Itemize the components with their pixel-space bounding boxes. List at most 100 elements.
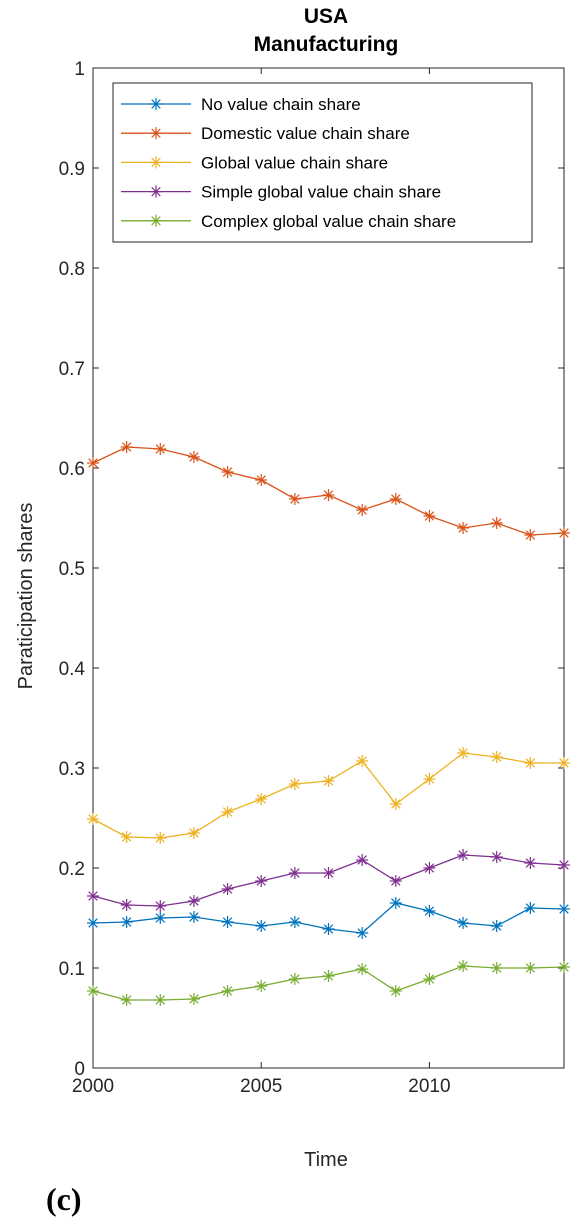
y-tick-label: 0.5 bbox=[59, 559, 85, 580]
legend-label-1: Domestic value chain share bbox=[201, 124, 410, 143]
data-point-series-3 bbox=[389, 875, 402, 887]
marker-stroke bbox=[357, 756, 367, 766]
marker-stroke bbox=[357, 964, 367, 974]
legend-marker-3 bbox=[150, 185, 162, 198]
marker-stroke bbox=[256, 876, 266, 886]
marker-stroke bbox=[458, 748, 468, 758]
marker-stroke bbox=[559, 904, 569, 914]
marker-stroke bbox=[155, 444, 166, 454]
y-tick-label: 0.1 bbox=[59, 959, 85, 980]
panel-label: (c) bbox=[46, 1181, 82, 1217]
marker-stroke bbox=[525, 758, 536, 768]
marker-stroke bbox=[323, 924, 334, 934]
marker-stroke bbox=[559, 860, 569, 870]
data-point-series-0 bbox=[356, 927, 369, 939]
marker-stroke bbox=[525, 858, 536, 868]
data-point-series-2 bbox=[490, 751, 503, 763]
data-point-series-2 bbox=[457, 747, 470, 759]
marker-stroke bbox=[357, 928, 367, 938]
data-point-series-3 bbox=[187, 895, 200, 907]
marker-stroke bbox=[256, 475, 266, 485]
marker-stroke bbox=[256, 981, 266, 991]
data-point-series-3 bbox=[120, 899, 133, 911]
data-point-series-4 bbox=[423, 973, 436, 985]
marker-stroke bbox=[151, 128, 161, 138]
data-point-series-1 bbox=[524, 529, 537, 541]
data-point-series-1 bbox=[288, 493, 301, 505]
data-point-series-1 bbox=[154, 443, 167, 455]
marker-stroke bbox=[559, 528, 569, 538]
marker-stroke bbox=[151, 216, 161, 226]
data-point-series-4 bbox=[255, 980, 268, 992]
marker-stroke bbox=[222, 917, 233, 927]
x-tick-label: 2005 bbox=[240, 1076, 282, 1097]
data-point-series-4 bbox=[187, 993, 200, 1005]
marker-stroke bbox=[525, 530, 536, 540]
marker-stroke bbox=[189, 896, 199, 906]
marker-stroke bbox=[424, 774, 435, 784]
data-point-series-4 bbox=[389, 985, 402, 997]
data-point-series-4 bbox=[490, 962, 503, 974]
marker-stroke bbox=[88, 891, 98, 901]
marker-stroke bbox=[391, 494, 401, 504]
marker-stroke bbox=[458, 850, 468, 860]
marker-stroke bbox=[391, 799, 401, 809]
data-point-series-1 bbox=[457, 522, 470, 534]
y-tick-label: 0.2 bbox=[59, 859, 85, 880]
marker-stroke bbox=[222, 807, 233, 817]
data-point-series-3 bbox=[322, 867, 335, 879]
legend-label-2: Global value chain share bbox=[201, 153, 388, 172]
y-tick-label: 1 bbox=[74, 59, 85, 80]
marker-stroke bbox=[391, 876, 401, 886]
marker-stroke bbox=[491, 518, 502, 528]
data-point-series-1 bbox=[322, 489, 335, 501]
data-point-series-4 bbox=[558, 961, 570, 973]
data-point-series-2 bbox=[87, 813, 99, 825]
marker-stroke bbox=[121, 442, 132, 452]
data-point-series-0 bbox=[255, 920, 268, 932]
marker-stroke bbox=[151, 99, 161, 109]
data-point-series-2 bbox=[288, 778, 301, 790]
data-point-series-1 bbox=[87, 457, 99, 469]
data-point-series-0 bbox=[457, 917, 470, 929]
data-point-series-0 bbox=[154, 912, 167, 924]
data-point-series-0 bbox=[187, 911, 200, 923]
marker-stroke bbox=[458, 523, 468, 533]
marker-stroke bbox=[88, 986, 98, 996]
y-tick-label: 0 bbox=[74, 1059, 85, 1080]
marker-stroke bbox=[88, 458, 98, 468]
x-tick-label: 2000 bbox=[72, 1076, 114, 1097]
data-point-series-3 bbox=[524, 857, 537, 869]
marker-stroke bbox=[525, 903, 536, 913]
marker-stroke bbox=[357, 505, 367, 515]
legend-label-4: Complex global value chain share bbox=[201, 212, 456, 231]
marker-stroke bbox=[424, 906, 435, 916]
data-point-series-3 bbox=[221, 883, 234, 895]
plot-area: 0 0.1 0.2 0.3 0.4 0.5 0.6 0.7 0.8 0.9 1 2000 2005 201… bbox=[59, 59, 570, 1097]
data-point-series-1 bbox=[356, 504, 369, 516]
data-point-series-0 bbox=[389, 897, 402, 909]
marker-stroke bbox=[151, 186, 161, 197]
data-point-series-2 bbox=[120, 831, 133, 843]
y-tick-label: 0.9 bbox=[59, 159, 85, 180]
data-point-series-4 bbox=[457, 960, 470, 972]
marker-stroke bbox=[290, 779, 300, 789]
data-point-series-3 bbox=[255, 875, 268, 887]
chart-title-line-1: USA bbox=[304, 5, 348, 28]
marker-stroke bbox=[88, 918, 98, 928]
marker-stroke bbox=[155, 833, 166, 843]
marker-stroke bbox=[189, 912, 199, 922]
marker-stroke bbox=[458, 961, 468, 971]
marker-stroke bbox=[189, 828, 199, 838]
data-point-series-4 bbox=[322, 970, 335, 982]
marker-stroke bbox=[323, 776, 334, 786]
data-point-series-0 bbox=[490, 920, 503, 932]
data-point-series-1 bbox=[120, 441, 133, 453]
y-tick-label: 0.6 bbox=[59, 459, 85, 480]
marker-stroke bbox=[458, 918, 468, 928]
y-tick-label: 0.3 bbox=[59, 759, 85, 780]
marker-stroke bbox=[357, 855, 367, 865]
marker-stroke bbox=[491, 852, 502, 862]
marker-stroke bbox=[189, 994, 199, 1004]
marker-stroke bbox=[290, 917, 300, 927]
